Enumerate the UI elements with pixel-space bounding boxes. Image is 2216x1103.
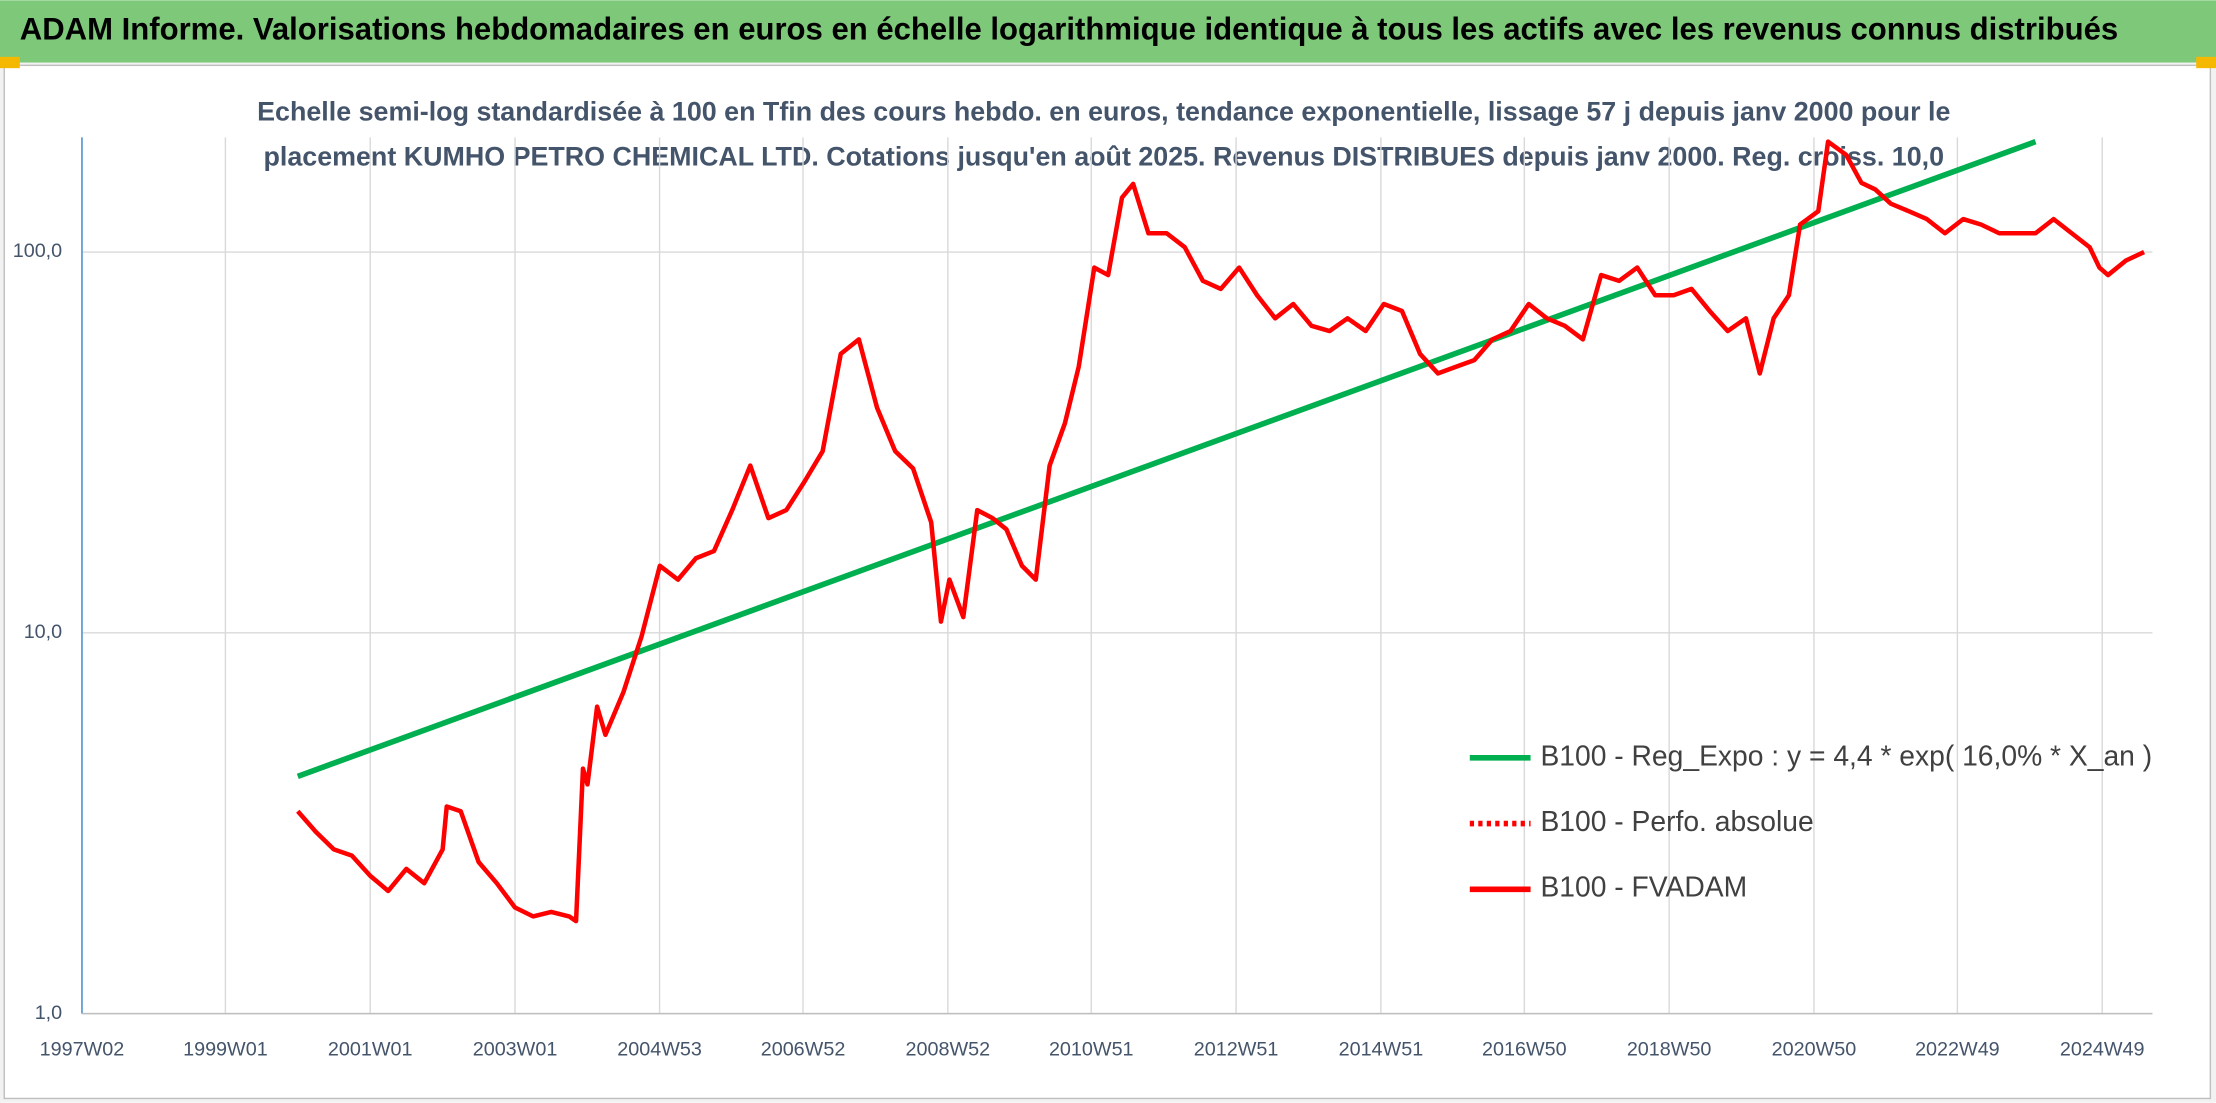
- legend-label: B100 - Reg_Expo : y = 4,4 * exp( 16,0% *…: [1540, 739, 2152, 771]
- y-tick-label: 1,0: [35, 1002, 62, 1024]
- corner: [2196, 56, 2216, 69]
- x-tick-label: 2014W51: [1339, 1039, 1424, 1061]
- subtitle: placement KUMHO PETRO CHEMICAL LTD. Cota…: [263, 142, 1944, 172]
- legend-label: B100 - FVADAM: [1540, 871, 1747, 903]
- x-tick-label: 2004W53: [617, 1039, 702, 1061]
- x-tick-label: 1999W01: [183, 1039, 268, 1061]
- x-tick-label: 2001W01: [328, 1039, 413, 1061]
- x-tick-label: 2006W52: [761, 1039, 846, 1061]
- y-tick-label: 10,0: [24, 621, 62, 643]
- x-tick-label: 1997W02: [40, 1039, 125, 1061]
- series-line: [296, 139, 2146, 924]
- x-tick-label: 2024W49: [2060, 1039, 2145, 1061]
- chart-title: ADAM Informe. Valorisations hebdomadaire…: [20, 12, 2118, 47]
- x-tick-label: 2020W50: [1772, 1039, 1857, 1061]
- corner: [0, 56, 20, 69]
- x-tick-label: 2012W51: [1194, 1039, 1279, 1061]
- x-tick-label: 2003W01: [473, 1039, 558, 1061]
- series-line: [296, 138, 2037, 780]
- x-tick-label: 2022W49: [1915, 1039, 2000, 1061]
- plot-group: [296, 138, 2037, 780]
- x-tick-label: 2008W52: [906, 1039, 991, 1061]
- legend-label: B100 - Perfo. absolue: [1540, 805, 1813, 837]
- plot-group: [296, 139, 2146, 924]
- x-tick-label: 2016W50: [1482, 1039, 1567, 1061]
- x-tick-label: 2018W50: [1627, 1039, 1712, 1061]
- y-tick-label: 100,0: [13, 240, 62, 262]
- x-tick-label: 2010W51: [1049, 1039, 1134, 1061]
- title-bar: [0, 0, 2216, 63]
- chart-area: [3, 64, 2212, 1100]
- subtitle: Echelle semi-log standardisée à 100 en T…: [257, 96, 1950, 126]
